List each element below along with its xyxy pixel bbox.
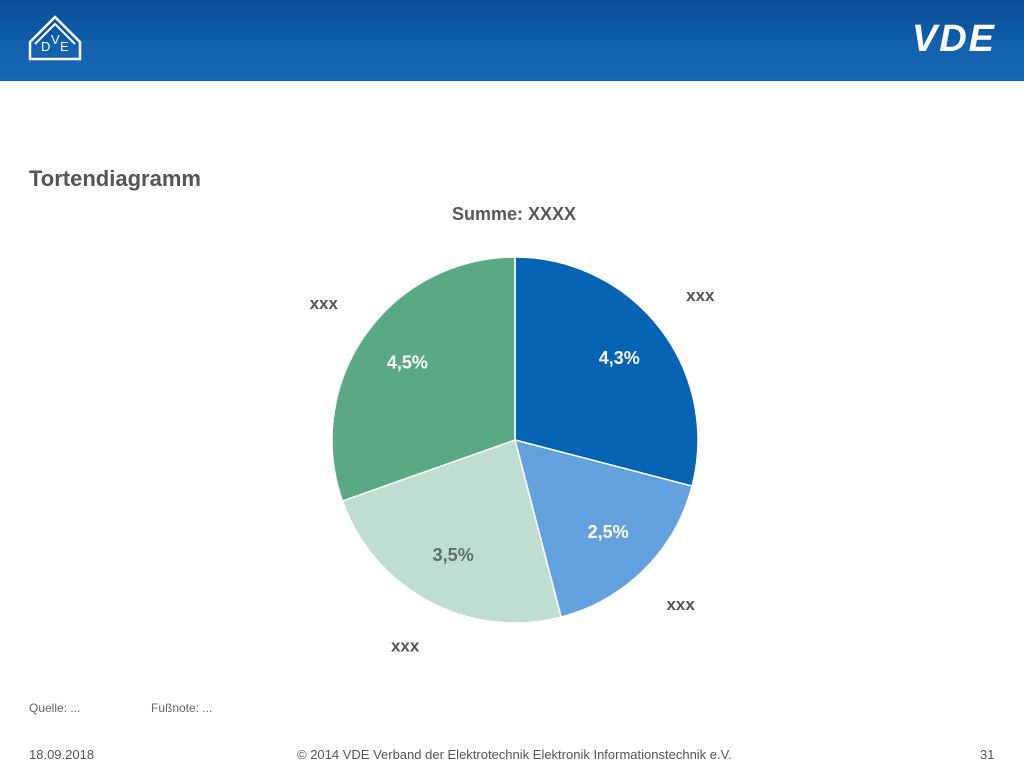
slice-category-label: xxx [666, 595, 695, 614]
pie-slice-2 [513, 438, 694, 619]
footer-date: 18.09.2018 [29, 747, 95, 762]
page-number: 31 [980, 747, 995, 762]
source-note: Quelle: ... [29, 701, 81, 715]
footer-copyright: © 2014 VDE Verband der Elektrotechnik El… [297, 747, 732, 762]
chart-title: Summe: XXXX [451, 204, 577, 224]
header-bar: D V E VDE [0, 0, 1024, 81]
slice-value-label: 2,5% [588, 522, 629, 542]
vde-emblem-logo: D V E [28, 15, 82, 61]
slice-value-label: 4,3% [599, 348, 640, 368]
svg-text:V: V [51, 32, 60, 47]
footnote: Fußnote: ... [151, 701, 213, 715]
vde-wordmark-logo: VDE [911, 18, 996, 60]
slice-category-label: xxx [686, 286, 715, 305]
svg-text:E: E [60, 39, 69, 54]
pie-slice-1 [514, 256, 699, 488]
svg-text:D: D [41, 39, 50, 54]
slide-title: Tortendiagramm [29, 166, 201, 191]
slice-category-label: xxx [310, 294, 339, 313]
slice-value-label: 3,5% [433, 545, 474, 565]
pie-slice-4 [331, 256, 516, 502]
slice-value-label: 4,5% [387, 353, 428, 373]
slice-category-label: xxx [391, 636, 420, 655]
header-band [0, 40, 1024, 81]
pie-slice-3 [341, 439, 563, 624]
